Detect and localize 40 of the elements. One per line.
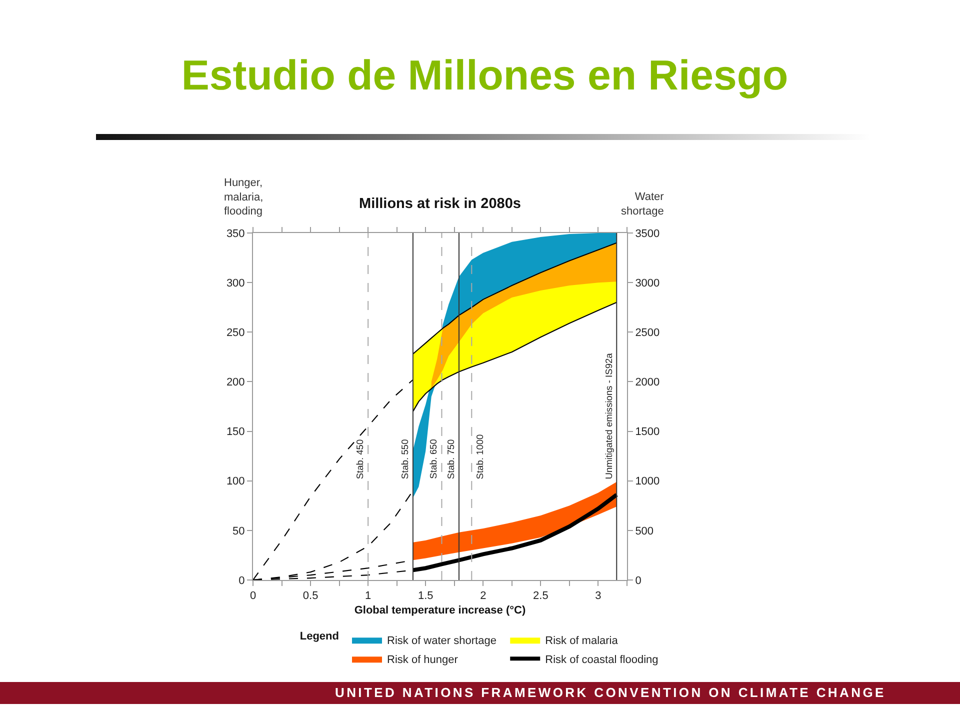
x-tick-label: 3 — [595, 590, 602, 602]
ref-line-label: Unmitigated emissions - IS92a — [604, 352, 614, 480]
y-tick-label: 250 — [226, 326, 245, 339]
x-tick-label: 1.5 — [418, 590, 434, 602]
y-tick-label: 100 — [226, 476, 245, 488]
ref-line-label: Stab. 750 — [446, 439, 456, 480]
y-axis-title: Hunger, malaria, flooding — [224, 177, 264, 218]
x-tick-label: 0 — [250, 590, 256, 602]
y2-tick-label: 1500 — [635, 426, 660, 438]
legend-label: Risk of hunger — [387, 654, 458, 666]
y2-tick-label: 500 — [635, 525, 654, 538]
y2-tick-label: 2000 — [635, 376, 660, 389]
y2-tick-label: 3000 — [635, 277, 660, 290]
y-tick-label: 0 — [238, 574, 245, 587]
legend-label: Risk of malaria — [545, 634, 619, 647]
y2-tick-label: 3500 — [635, 228, 660, 240]
y-tick-label: 150 — [226, 426, 245, 438]
ref-line-label: Stab. 1000 — [475, 434, 486, 480]
ref-line-label: Stab. 550 — [400, 439, 410, 480]
x-tick-label: 2.5 — [533, 590, 548, 602]
y-tick-label: 200 — [226, 376, 245, 389]
y-tick-label: 350 — [226, 228, 245, 240]
ref-line-label: Stab. 450 — [354, 439, 365, 480]
y2-axis-title: Water shortage — [621, 191, 664, 218]
text: UNITED NATIONS FRAMEWORK CONVENTION ON CLIMATE CHANGE — [335, 684, 886, 702]
y2-tick-label: 1000 — [635, 476, 660, 488]
x-tick-label: 0.5 — [302, 590, 318, 602]
legend-label: Risk of coastal flooding — [545, 654, 658, 666]
y-tick-label: 300 — [226, 277, 245, 290]
chart-subtitle: Millions at risk in 2080s — [359, 196, 521, 212]
y-tick-label: 50 — [232, 525, 245, 538]
chart-title: Estudio de Millones en Riesgo — [181, 52, 788, 99]
legend-title: Legend — [300, 630, 340, 642]
x-tick-label: 1 — [365, 590, 372, 602]
legend-label: Risk of water shortage — [387, 634, 496, 647]
ref-line-label: Stab. 650 — [428, 439, 439, 479]
y2-tick-label: 0 — [635, 574, 642, 587]
x-axis-title: Global temperature increase (°C) — [354, 604, 526, 616]
y2-tick-label: 2500 — [635, 326, 660, 339]
x-tick-label: 2 — [480, 590, 486, 602]
